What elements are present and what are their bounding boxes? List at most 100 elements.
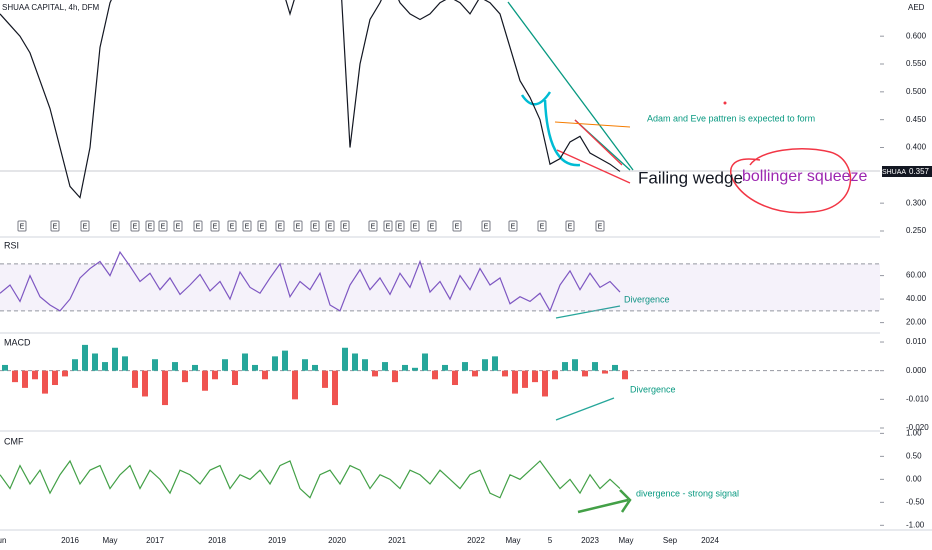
histogram-bar bbox=[532, 370, 538, 383]
annotation: divergence - strong signal bbox=[636, 488, 739, 498]
histogram-bar bbox=[502, 370, 508, 377]
series-line bbox=[0, 0, 621, 199]
adam-eve-curve bbox=[520, 91, 581, 167]
earnings-marker: E bbox=[386, 223, 391, 230]
histogram-bar bbox=[552, 370, 558, 380]
earnings-marker: E bbox=[230, 223, 235, 230]
histogram-bar bbox=[152, 359, 158, 371]
histogram-bar bbox=[102, 362, 108, 371]
earnings-marker: E bbox=[161, 223, 166, 230]
histogram-bar bbox=[602, 370, 608, 374]
annotation: Divergence bbox=[624, 294, 670, 304]
histogram-bar bbox=[112, 347, 118, 371]
y-tick-label: -0.010 bbox=[906, 394, 929, 403]
earnings-box bbox=[145, 220, 155, 232]
histogram-bar bbox=[292, 370, 298, 400]
histogram-bar bbox=[82, 344, 88, 371]
earnings-box bbox=[481, 220, 491, 232]
earnings-box bbox=[565, 220, 575, 232]
histogram-bar bbox=[372, 370, 378, 377]
earnings-box bbox=[452, 220, 462, 232]
symbol-badge bbox=[882, 166, 906, 177]
histogram-bar bbox=[62, 370, 68, 377]
y-tick-label: 0.400 bbox=[906, 143, 927, 152]
histogram-bar bbox=[172, 362, 178, 371]
histogram-bar bbox=[392, 370, 398, 383]
pane-title: CMF bbox=[4, 436, 24, 446]
earnings-box bbox=[17, 220, 27, 232]
earnings-marker: E bbox=[196, 223, 201, 230]
y-tick-label: 0.000 bbox=[906, 366, 927, 375]
y-tick-label: 0.600 bbox=[906, 31, 927, 40]
y-tick-label: 60.00 bbox=[906, 271, 927, 280]
earnings-marker: E bbox=[133, 223, 138, 230]
histogram-bar bbox=[472, 370, 478, 377]
pane bbox=[0, 459, 621, 499]
unit-label: AED bbox=[908, 3, 925, 12]
earnings-box bbox=[242, 220, 252, 232]
y-tick-label: 0.450 bbox=[906, 115, 927, 124]
histogram-bar bbox=[262, 370, 268, 380]
earnings-marker: E bbox=[430, 223, 435, 230]
histogram-bar bbox=[542, 370, 548, 397]
earnings-box bbox=[158, 220, 168, 232]
time-label: 2024 bbox=[701, 536, 719, 545]
annotation: Adam and Eve pattren is expected to form bbox=[647, 113, 815, 123]
y-tick-label: 40.00 bbox=[906, 294, 927, 303]
earnings-box bbox=[395, 220, 405, 232]
earnings-box bbox=[537, 220, 547, 232]
price-label: 0.357 bbox=[909, 167, 930, 176]
pane bbox=[0, 0, 621, 199]
y-tick-label: 0.550 bbox=[906, 59, 927, 68]
earnings-box bbox=[257, 220, 267, 232]
pane-title: MACD bbox=[4, 337, 31, 347]
earnings-box bbox=[130, 220, 140, 232]
earnings-marker: E bbox=[484, 223, 489, 230]
histogram-bar bbox=[492, 356, 498, 371]
histogram-bar bbox=[132, 370, 138, 388]
earnings-box bbox=[340, 220, 350, 232]
y-tick-label: -0.020 bbox=[906, 423, 929, 432]
histogram-bar bbox=[42, 370, 48, 394]
earnings-box bbox=[383, 220, 393, 232]
time-label: 2023 bbox=[581, 536, 599, 545]
earnings-box bbox=[508, 220, 518, 232]
histogram-bar bbox=[562, 362, 568, 371]
y-tick-label: 0.300 bbox=[906, 198, 927, 207]
divergence-arrow bbox=[577, 489, 632, 514]
annotation: Divergence bbox=[630, 384, 676, 394]
time-label: Sep bbox=[663, 536, 678, 545]
earnings-marker: E bbox=[260, 223, 265, 230]
histogram-bar bbox=[2, 364, 8, 371]
earnings-box bbox=[595, 220, 605, 232]
earnings-box bbox=[368, 220, 378, 232]
histogram-bar bbox=[362, 359, 368, 371]
earnings-marker: E bbox=[328, 223, 333, 230]
series-line bbox=[0, 250, 621, 313]
histogram-bar bbox=[212, 370, 218, 380]
histogram-bar bbox=[572, 359, 578, 371]
earnings-marker: E bbox=[455, 223, 460, 230]
histogram-bar bbox=[142, 370, 148, 397]
earnings-marker: E bbox=[148, 223, 153, 230]
earnings-marker: E bbox=[278, 223, 283, 230]
histogram-bar bbox=[352, 353, 358, 371]
y-tick-label: -1.00 bbox=[906, 520, 925, 529]
earnings-marker: E bbox=[568, 223, 573, 230]
earnings-box bbox=[193, 220, 203, 232]
squeeze-circle bbox=[729, 148, 852, 214]
wedge-line bbox=[574, 119, 623, 166]
histogram-bar bbox=[402, 364, 408, 371]
histogram-bar bbox=[182, 370, 188, 383]
earnings-marker: E bbox=[413, 223, 418, 230]
earnings-box bbox=[110, 220, 120, 232]
histogram-bar bbox=[22, 370, 28, 388]
time-label: May bbox=[618, 536, 633, 545]
neckline bbox=[554, 121, 631, 128]
symbol-label: SHUAA bbox=[882, 169, 906, 176]
histogram-bar bbox=[92, 353, 98, 371]
histogram-bar bbox=[342, 347, 348, 371]
wedge-line bbox=[556, 149, 631, 184]
histogram-bar bbox=[232, 370, 238, 386]
time-label: 2017 bbox=[146, 536, 164, 545]
